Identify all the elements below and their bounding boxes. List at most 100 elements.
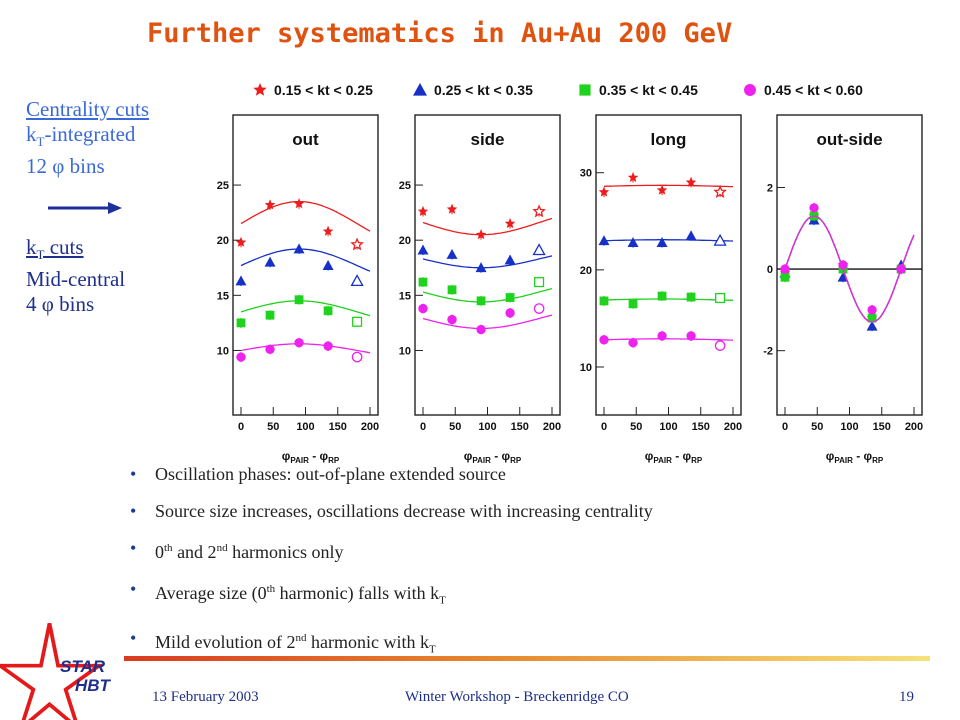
data-point [504, 218, 516, 229]
data-point [504, 254, 516, 265]
panel-title: out-side [816, 130, 882, 149]
x-tick-label: 0 [420, 421, 426, 433]
data-point [505, 308, 515, 318]
mid-central-label: Mid-central [26, 267, 126, 292]
data-point [476, 296, 486, 306]
legend-entry: 0.35 < kt < 0.45 [579, 82, 698, 98]
data-point [866, 320, 878, 331]
x-tick-label: 150 [873, 421, 891, 433]
centrality-cuts-label: Centrality cuts [26, 97, 150, 121]
data-point [294, 295, 304, 305]
data-point [265, 344, 275, 355]
data-point [475, 262, 487, 273]
data-point [447, 314, 457, 325]
centrality-notes: Centrality cuts kT-integrated 12 φ bins [26, 97, 149, 179]
data-point-open [351, 351, 363, 363]
legend-entry: 0.15 < kt < 0.25 [253, 82, 373, 98]
bullet-item: • Average size (0th harmonic) falls with … [130, 579, 446, 607]
data-point [656, 237, 668, 248]
panel-title: side [470, 130, 504, 149]
bullet-item: • Oscillation phases: out-of-plane extend… [130, 464, 506, 484]
fit-curve [603, 239, 733, 242]
logo-star-text: STAR [60, 657, 106, 676]
x-tick-label: 200 [543, 421, 561, 433]
phi-bins-4-label: 4 φ bins [26, 292, 95, 317]
data-point-open [713, 233, 727, 246]
y-tick-label: 20 [399, 235, 411, 247]
data-point-open [713, 184, 727, 198]
data-point [867, 313, 877, 323]
fit-curve [240, 300, 371, 317]
y-tick-label: 30 [580, 168, 592, 180]
legend-label: 0.35 < kt < 0.45 [599, 82, 698, 98]
fit-curve [784, 215, 915, 323]
legend-marker [413, 83, 427, 96]
data-point [294, 338, 304, 348]
data-point [686, 292, 696, 302]
data-point-open [350, 274, 364, 287]
x-tick-label: 50 [449, 421, 461, 433]
data-point [837, 271, 849, 282]
fit-curve [240, 343, 371, 354]
legend-entry: 0.45 < kt < 0.60 [744, 82, 863, 98]
legend-label: 0.15 < kt < 0.25 [274, 82, 373, 98]
legend-label: 0.25 < kt < 0.35 [434, 82, 533, 98]
x-tick-label: 150 [692, 421, 710, 433]
y-tick-label: 10 [217, 345, 229, 357]
x-tick-label: 200 [905, 421, 923, 433]
y-tick-label: 20 [580, 265, 592, 277]
fit-curve [422, 217, 553, 236]
x-tick-label: 100 [659, 421, 677, 433]
x-axis-label: φPAIR - φRP [645, 449, 703, 465]
logo-hbt-text: HBT [75, 676, 112, 695]
fit-curve [603, 184, 733, 188]
data-point [599, 296, 609, 306]
data-point [505, 293, 515, 302]
data-point [598, 235, 610, 246]
data-point [418, 277, 428, 287]
data-point [293, 198, 305, 209]
footer-event: Winter Workshop - Breckenridge CO [405, 689, 629, 705]
data-point [628, 338, 638, 348]
data-point [265, 310, 275, 320]
left-notes: Centrality cuts kT-integrated 12 φ bins … [26, 97, 149, 316]
kt-dependence-chart: 0.15 < kt < 0.25 0.25 < kt < 0.35 0.35 < k… [217, 82, 923, 465]
y-tick-label: 25 [217, 180, 229, 192]
fit-curve [422, 255, 553, 269]
data-point [417, 206, 429, 216]
data-point [780, 272, 790, 282]
footer-page-number: 19 [899, 689, 914, 705]
x-axis-label: φPAIR - φRP [282, 449, 340, 465]
data-point [475, 229, 487, 240]
footer-date: 13 February 2003 [152, 689, 259, 705]
panel-title: out [292, 130, 319, 149]
panel-side: side 10 15 20 25 0 50 100 150 200 φPAIR - φRP [399, 114, 561, 465]
data-point [598, 186, 610, 197]
data-point [627, 172, 639, 182]
footer-divider [124, 656, 930, 661]
data-point [446, 203, 458, 214]
legend-entry: 0.25 < kt < 0.35 [413, 82, 533, 98]
data-point [656, 184, 668, 195]
x-tick-label: 50 [811, 421, 823, 433]
data-point [599, 335, 609, 345]
y-tick-label: 10 [399, 345, 411, 357]
data-point-open [715, 292, 726, 304]
data-point [236, 318, 246, 328]
y-tick-label: 0 [767, 264, 773, 276]
arrow-right-icon [48, 202, 122, 214]
legend-marker [579, 84, 591, 96]
bullet-list: • Oscillation phases: out-of-plane extend… [130, 464, 653, 676]
bullet-item: • Mild evolution of 2nd harmonic with kT [130, 627, 436, 656]
data-point [447, 285, 457, 295]
data-point [838, 260, 848, 270]
phi-bins-12-label: 12 φ bins [26, 154, 105, 179]
x-tick-label: 100 [478, 421, 496, 433]
x-tick-label: 150 [329, 421, 347, 433]
data-point [323, 341, 333, 351]
data-point [685, 230, 697, 241]
data-point [896, 264, 906, 274]
panel-frame [414, 114, 561, 416]
data-point [264, 256, 276, 267]
panel-out: out 10 15 20 25 0 50 100 150 200 φPAIR - φRP [217, 114, 379, 465]
